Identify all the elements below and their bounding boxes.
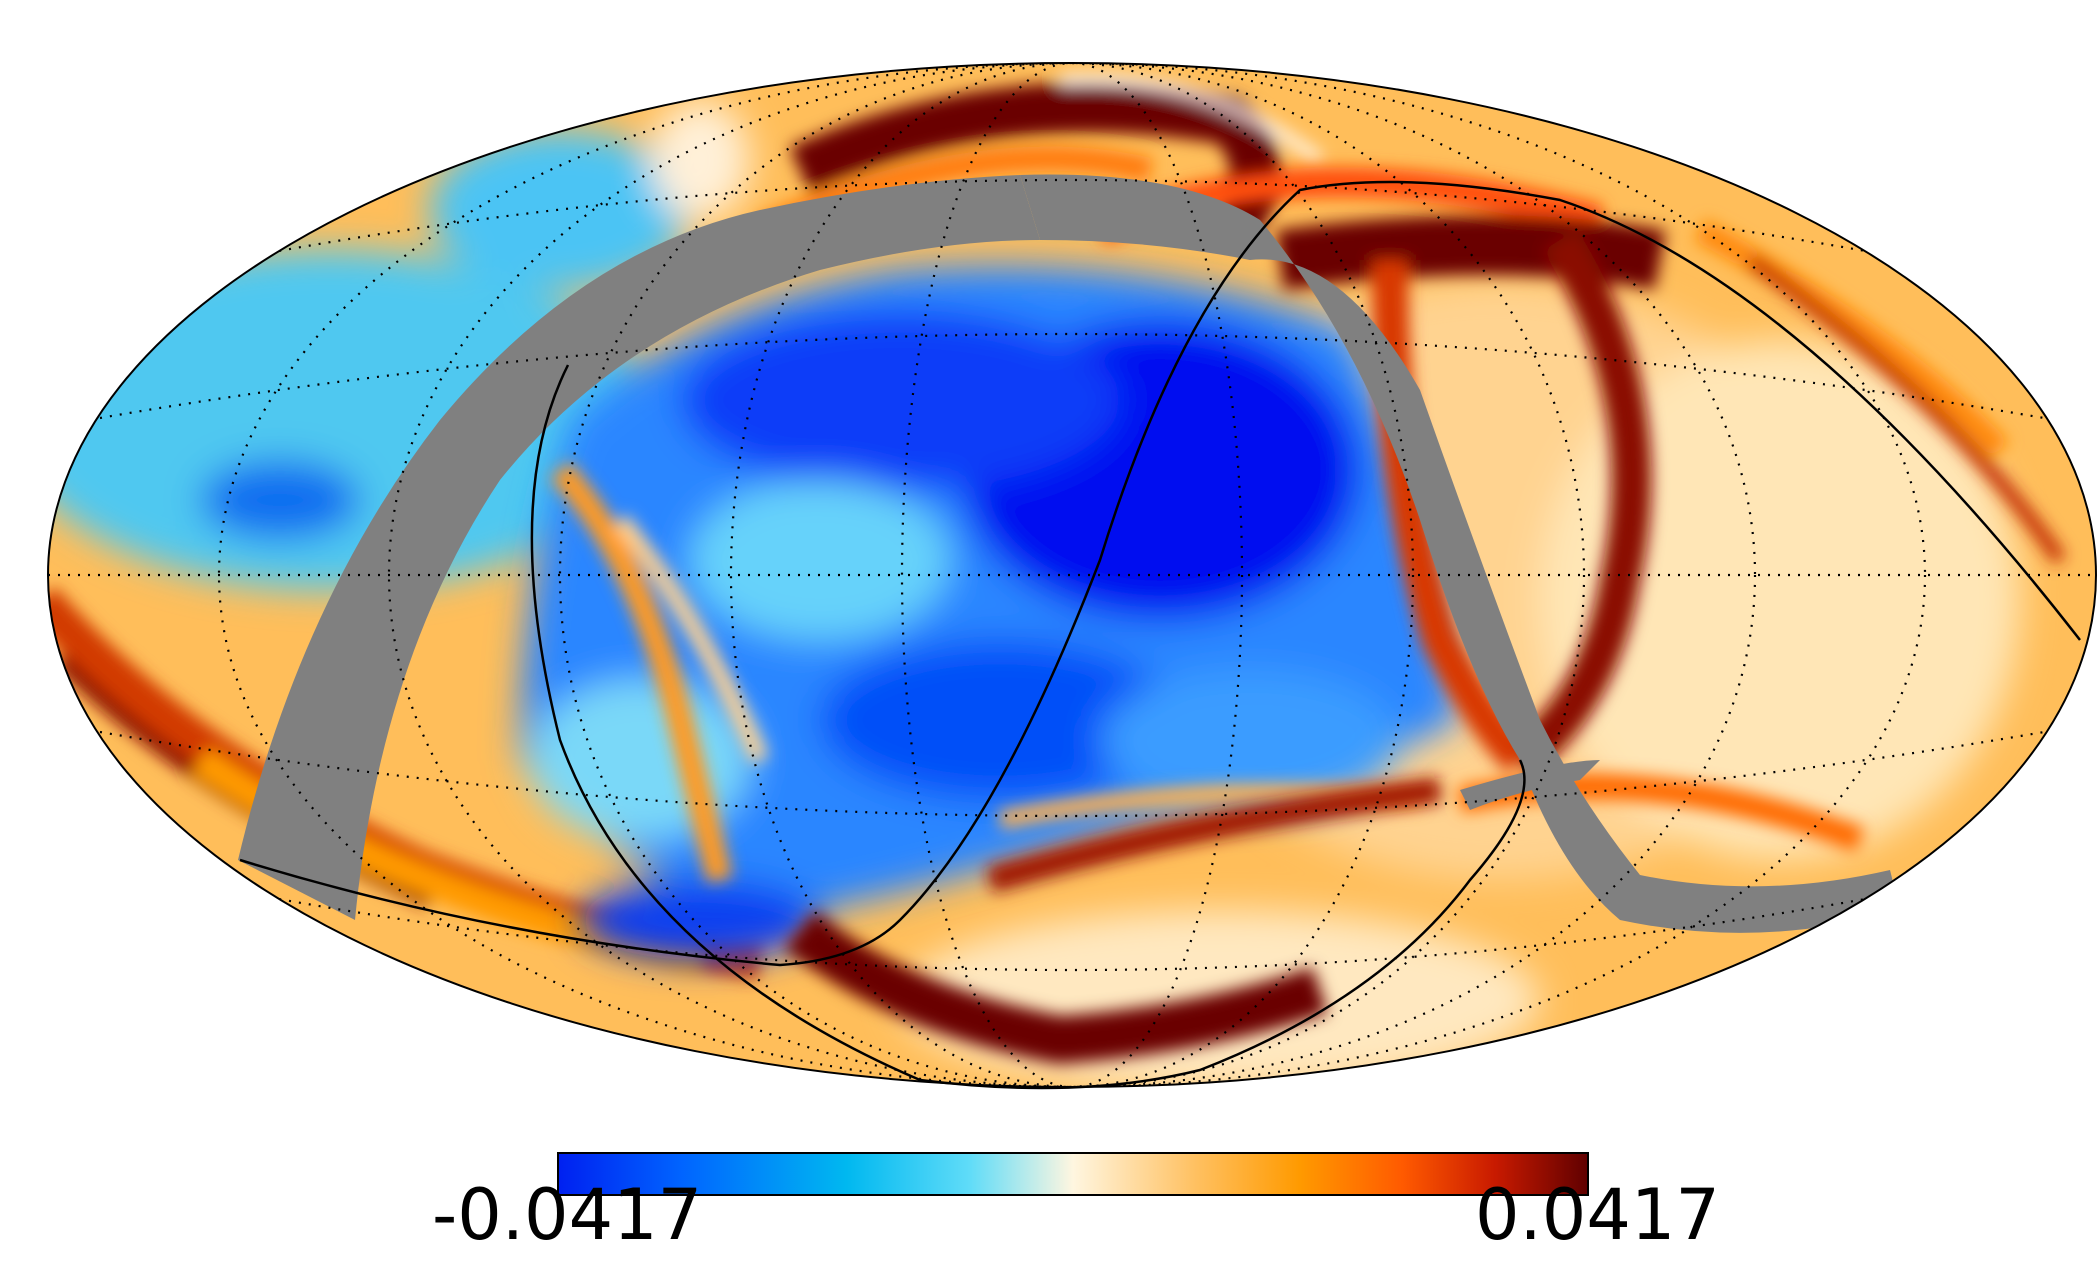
masked-region	[238, 175, 1040, 920]
colorbar	[557, 1152, 1589, 1196]
map-outline	[47, 62, 2097, 1088]
graticule	[48, 63, 2096, 1087]
left-cold-region	[48, 250, 650, 590]
colorbar-max-label: 0.0417	[1475, 1174, 1720, 1256]
colorbar-min-label: -0.0417	[432, 1174, 703, 1256]
